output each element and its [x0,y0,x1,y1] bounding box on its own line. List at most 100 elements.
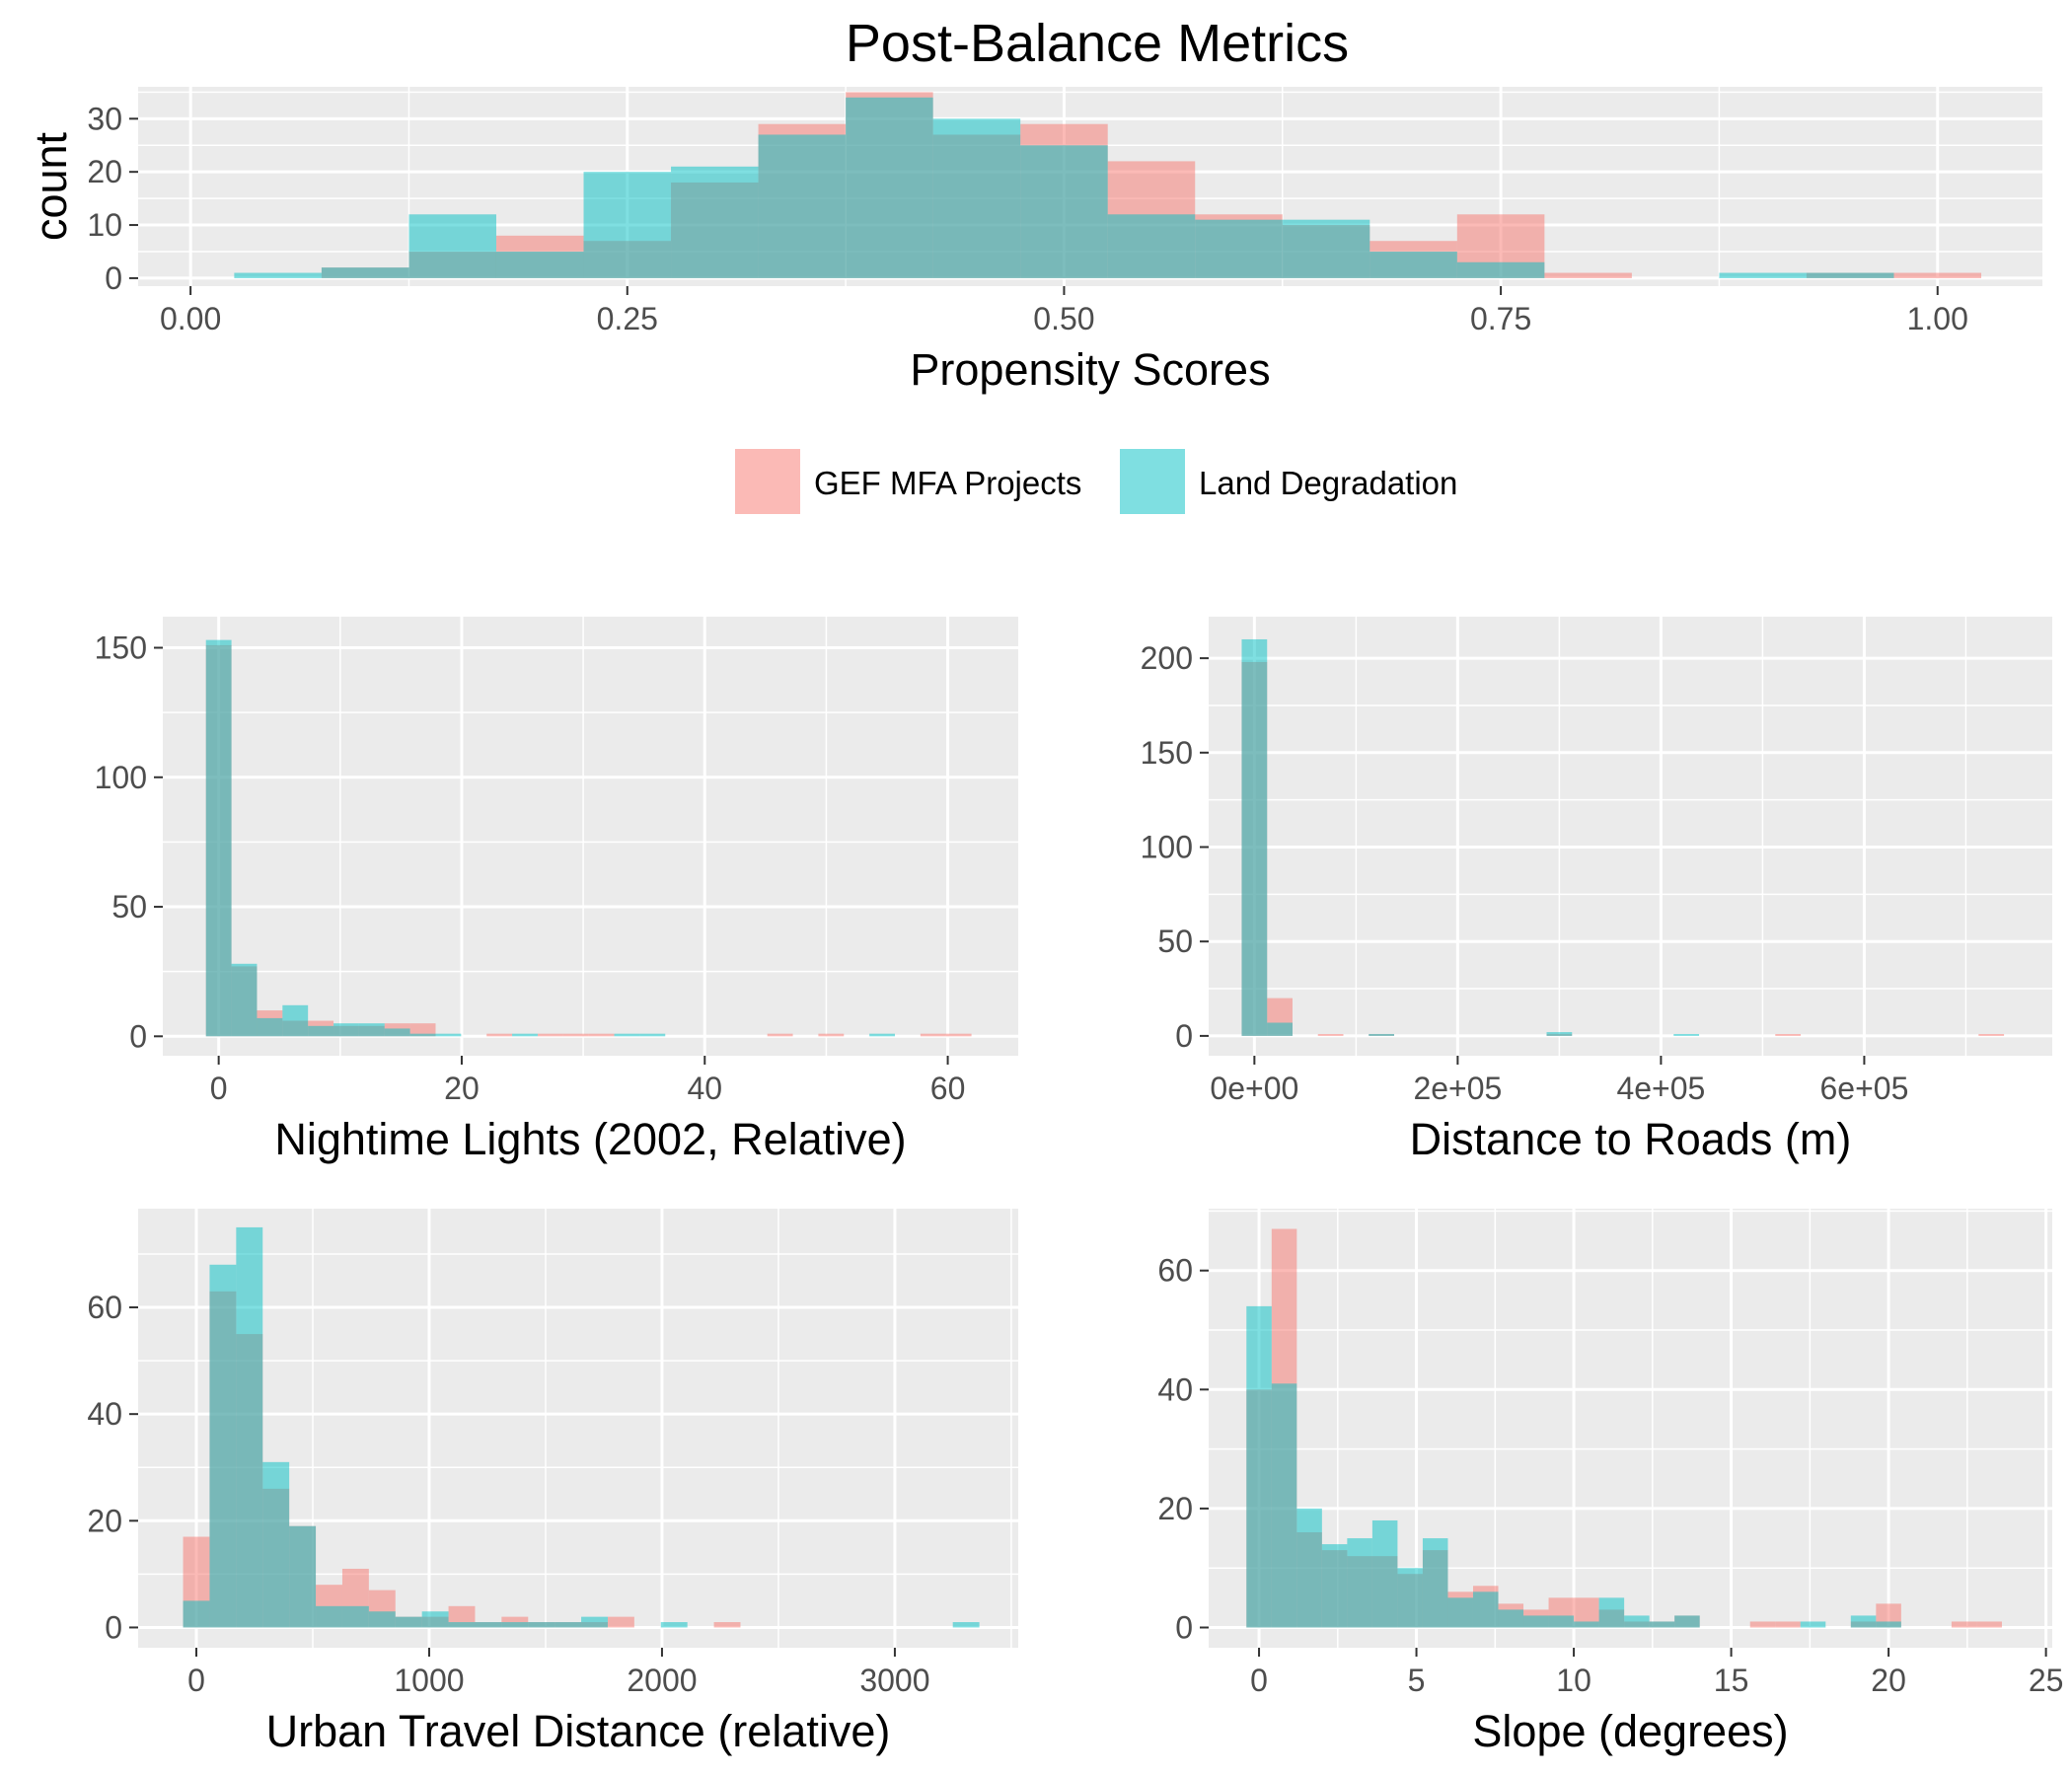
histogram-bar [1267,1022,1293,1036]
series-land-degradation [183,1226,980,1628]
y-tick-label: 60 [87,1290,122,1325]
histogram-bar [1456,261,1545,278]
histogram-bar [409,1033,436,1037]
plot-background [1209,617,2052,1056]
histogram-bar [660,1622,688,1628]
histogram-bar [384,1028,410,1037]
histogram-bar [1498,1609,1524,1628]
histogram-bar [537,1033,563,1037]
histogram-bar [1371,1519,1398,1628]
legend-key-land-degradation [1120,449,1185,514]
y-tick-label: 0 [105,260,122,296]
plot-background [163,617,1018,1056]
histogram-bar [1246,1305,1272,1628]
y-tick-label: 150 [1141,735,1193,771]
chart-panel-5: 0 5 10 15 20 25 0 20 40 60 Slope (degrees) [1157,1209,2063,1756]
y-tick-label: 20 [87,154,122,189]
histogram-bar [1976,1621,2002,1628]
histogram-bar [512,1033,538,1037]
histogram-bar [282,1004,309,1037]
histogram-bar [308,1025,334,1037]
histogram-bar [869,1033,895,1037]
histogram-bar [183,1600,210,1628]
histogram-bar [289,1525,317,1628]
histogram-bar [1397,1568,1423,1628]
chart-panel-3: 0e+00 2e+05 4e+05 6e+05 0 50 100 150 200 Distance… [1141,617,2052,1164]
legend-key-gef-mfa-projects [735,449,800,514]
histogram-bar [435,1033,462,1037]
histogram-bar [321,267,409,278]
histogram-bar [408,214,496,278]
histogram-bar [1876,1621,1901,1628]
histogram-bar [1546,1032,1573,1036]
figure-title: Post-Balance Metrics [846,14,1349,73]
x-axis-title: Propensity Scores [910,344,1270,395]
x-tick-label: 3000 [859,1663,929,1698]
legend-label-land-degradation: Land Degradation [1199,465,1457,501]
x-tick-label: 0.50 [1033,301,1094,336]
y-tick-label: 0 [1175,1018,1193,1054]
histogram-bar [1369,1033,1394,1036]
histogram-bar [1107,214,1196,278]
x-tick-label: 20 [1871,1663,1906,1698]
histogram-bar [1749,1621,1776,1628]
histogram-bar [341,1605,369,1628]
x-tick-label: 6e+05 [1819,1071,1908,1106]
series-land-degradation [1246,1305,1901,1628]
histogram-bar [1893,272,1982,278]
histogram-bar [333,1023,359,1037]
histogram-bar [475,1622,502,1628]
histogram-bar [1806,272,1894,278]
histogram-bar [358,1023,385,1037]
x-tick-label: 0e+00 [1210,1071,1298,1106]
series-land-degradation [1241,638,1700,1036]
histogram-bar [1649,1621,1675,1628]
y-tick-label: 60 [1157,1253,1193,1289]
y-axis-title: count [26,131,76,241]
histogram-bar [1978,1033,2005,1036]
histogram-bar [1719,272,1807,278]
x-axis-title: Urban Travel Distance (relative) [266,1706,891,1756]
y-tick-label: 10 [87,207,122,243]
histogram-bar [368,1611,396,1628]
histogram-bar [1321,1544,1348,1628]
x-tick-label: 25 [2029,1663,2064,1698]
x-tick-label: 0.75 [1470,301,1531,336]
histogram-bar [945,1033,972,1037]
chart-panel-2: 0 20 40 60 0 50 100 150 Nightime Lights (2002, R… [95,617,1018,1164]
histogram-bar [1369,251,1457,278]
histogram-bar [607,1616,634,1628]
y-tick-label: 150 [95,630,147,666]
histogram-bar [758,134,847,278]
histogram-bar [920,1033,946,1037]
x-axis-title: Distance to Roads (m) [1410,1114,1852,1164]
histogram-bar [495,251,584,278]
histogram-bar [1296,1508,1322,1628]
histogram-bar [409,1023,436,1037]
histogram-bar [1951,1621,1977,1628]
chart-panel-1: 0.00 0.25 0.50 0.75 1.00 0 10 20 30 Propensity Sc… [26,87,2042,395]
histogram-bar [713,1622,741,1628]
x-tick-label: 0.00 [160,301,221,336]
histogram-bar [236,1226,263,1628]
histogram-bar [639,1033,666,1037]
histogram-bar [1282,219,1370,278]
histogram-bar [952,1622,980,1628]
x-tick-label: 0.25 [597,301,658,336]
histogram-bar [421,1611,449,1628]
histogram-bar [316,1605,342,1628]
histogram-bar [1574,1621,1599,1628]
histogram-bar [671,166,759,278]
histogram-bar [555,1622,582,1628]
x-axis-title: Nightime Lights (2002, Relative) [274,1114,906,1164]
x-tick-label: 0 [187,1663,205,1698]
x-tick-label: 40 [687,1071,722,1106]
histogram-bar [1775,1621,1801,1628]
y-tick-label: 0 [129,1018,147,1054]
histogram-bar [1317,1033,1344,1036]
histogram-bar [1472,1591,1499,1628]
series-land-degradation [205,639,895,1037]
histogram-bar [1523,1615,1549,1628]
y-tick-label: 0 [105,1609,122,1645]
x-tick-label: 60 [930,1071,966,1106]
